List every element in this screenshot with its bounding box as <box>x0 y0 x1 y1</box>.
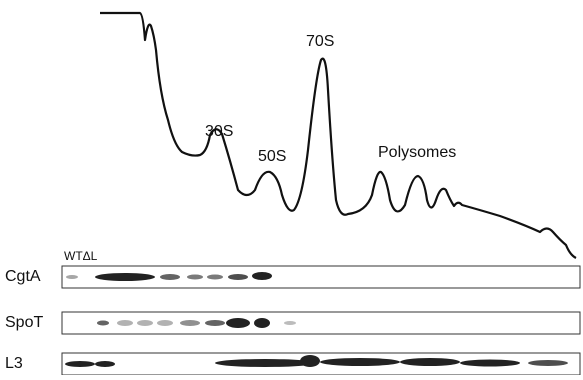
blot-label: L3 <box>5 355 23 372</box>
blot-label: CgtA <box>5 268 41 285</box>
peak-label: Polysomes <box>378 144 456 161</box>
peak-label: 70S <box>306 33 334 50</box>
lane-header: WTΔL <box>64 249 98 263</box>
peak-label: 30S <box>205 123 233 140</box>
page: 30S 50S 70S Polysomes WTΔL CgtA SpoT L3 <box>0 0 583 380</box>
sedimentation-profile <box>100 13 576 258</box>
peak-label: 50S <box>258 148 286 165</box>
figure: 30S 50S 70S Polysomes WTΔL CgtA SpoT L3 <box>0 0 583 375</box>
blot-label: SpoT <box>5 314 43 331</box>
